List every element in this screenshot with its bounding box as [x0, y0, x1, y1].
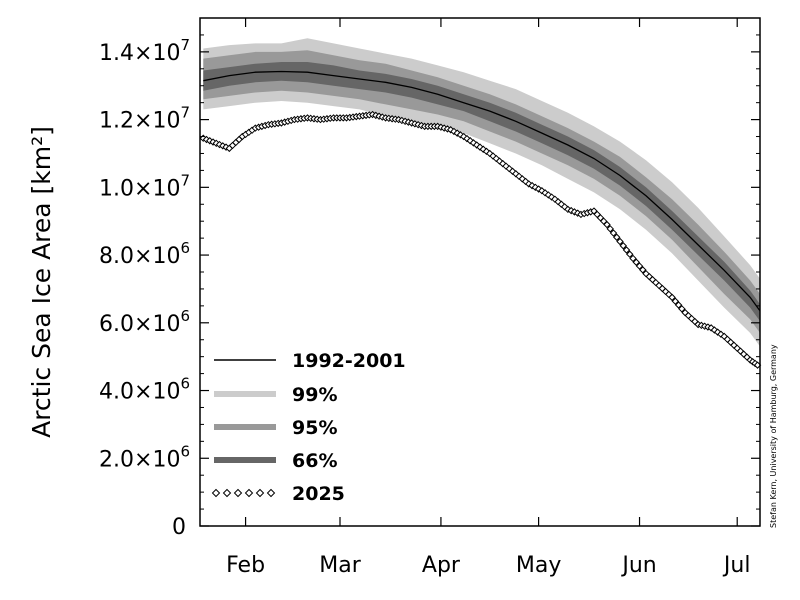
current-marker: [609, 229, 618, 237]
current-marker: [515, 172, 523, 181]
legend-label: 2025: [292, 483, 345, 505]
legend-label: 66%: [292, 450, 337, 472]
current-marker: [499, 159, 507, 168]
band-66: [203, 62, 761, 322]
legend-marker: [211, 488, 221, 498]
y-tick-label: 1.2×107: [99, 104, 190, 134]
y-tick-exponent: 7: [180, 104, 190, 122]
current-marker: [606, 225, 614, 233]
legend-marker: [222, 488, 232, 498]
current-marker: [639, 266, 647, 274]
x-tick-label: May: [516, 553, 561, 578]
current-marker: [626, 250, 634, 258]
percentile-bands: [203, 38, 761, 347]
x-tick-label: Feb: [226, 553, 265, 578]
y-tick-label: 4.0×106: [99, 375, 190, 405]
legend: 1992-2001 99% 95% 66% 2025: [211, 350, 406, 505]
current-marker: [482, 147, 491, 156]
current-marker: [629, 254, 637, 263]
x-tick-label: Jul: [722, 553, 751, 578]
current-marker: [710, 326, 719, 334]
y-tick-exponent: 7: [180, 171, 190, 189]
legend-marker: [266, 488, 276, 498]
y-tick-exponent: 6: [180, 239, 190, 257]
current-marker: [446, 126, 455, 134]
current-marker: [551, 195, 559, 203]
current-marker: [554, 198, 562, 206]
y-tick-exponent: 6: [180, 307, 190, 325]
current-marker: [613, 233, 621, 241]
current-marker: [678, 305, 686, 313]
y-tick-label: 1.0×107: [99, 171, 190, 201]
legend-marker: [244, 488, 254, 498]
current-marker: [505, 164, 514, 173]
current-marker: [525, 180, 533, 188]
y-axis-label: Arctic Sea Ice Area [km²]: [27, 126, 56, 438]
series-lines: [199, 70, 762, 369]
y-tick-label: 6.0×106: [99, 307, 190, 337]
y-tick-label: 8.0×106: [99, 239, 190, 269]
x-tick-label: Mar: [319, 553, 361, 578]
current-marker: [557, 200, 566, 208]
current-marker: [619, 242, 627, 250]
credit-text: Stefan Kern, University of Hamburg, Germ…: [769, 344, 778, 528]
current-marker: [668, 293, 676, 302]
current-marker: [495, 157, 504, 165]
current-marker: [492, 154, 500, 163]
current-marker: [453, 129, 461, 137]
current-marker: [603, 220, 611, 229]
current-marker: [518, 175, 527, 183]
current-marker: [502, 162, 510, 170]
legend-label: 99%: [292, 384, 337, 406]
current-marker: [622, 246, 631, 254]
y-tick-label: 1.4×107: [99, 36, 190, 66]
current-marker: [560, 203, 569, 211]
current-marker: [632, 258, 640, 266]
current-marker: [463, 134, 471, 143]
current-marker: [512, 170, 520, 178]
y-tick-label: 2.0×106: [99, 442, 190, 472]
legend-swatch-current: [211, 488, 276, 498]
current-marker: [508, 167, 517, 175]
y-tick-label: 0: [172, 515, 186, 540]
mean-line: [203, 70, 761, 312]
x-tick-label: Apr: [422, 553, 461, 578]
current-marker: [489, 152, 497, 160]
current-marker: [466, 137, 474, 145]
current-marker: [541, 189, 549, 197]
current-marker: [476, 143, 484, 151]
y-tick-exponent: 6: [180, 375, 190, 393]
current-marker: [674, 301, 683, 309]
axis-ticks: 0 2.0×106 4.0×106 6.0×106 8.0×106 1.0×107 1.2×…: [99, 17, 760, 578]
legend-marker: [233, 488, 243, 498]
legend-marker: [255, 488, 265, 498]
legend-label: 1992-2001: [292, 350, 406, 372]
current-marker: [616, 237, 624, 246]
x-tick-label: Jun: [620, 553, 656, 578]
current-marker: [671, 297, 680, 305]
current-marker: [635, 262, 644, 270]
legend-label: 95%: [292, 417, 337, 439]
y-tick-exponent: 7: [180, 36, 190, 54]
y-tick-exponent: 6: [180, 442, 190, 460]
current-marker: [547, 193, 556, 201]
current-markers: [199, 110, 762, 369]
current-marker: [707, 324, 715, 332]
current-marker: [534, 185, 543, 193]
